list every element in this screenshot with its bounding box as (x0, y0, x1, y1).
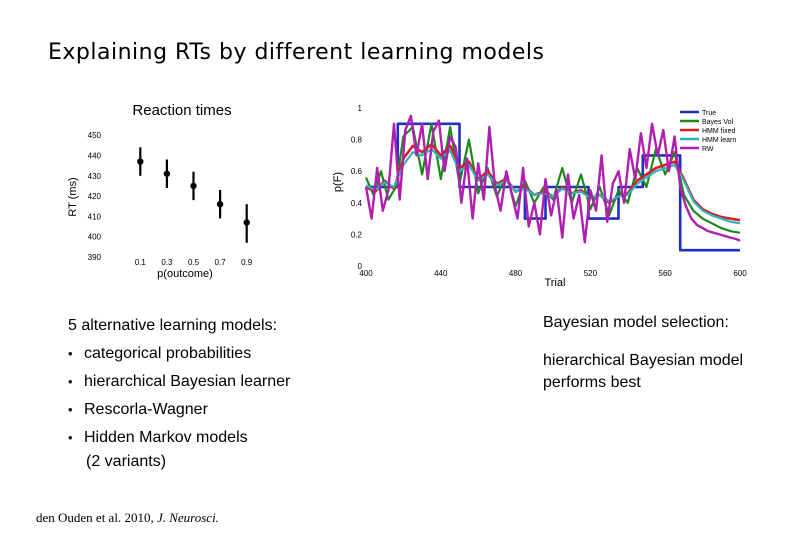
pf-ytick-label: 0.4 (351, 199, 363, 208)
pf-xtick-label: 600 (733, 269, 747, 278)
legend-entry: RW (702, 146, 714, 153)
rt-ytick-label: 400 (88, 233, 102, 242)
rt-data-point (190, 182, 197, 190)
pf-ytick-label: 0.6 (351, 167, 363, 176)
model-selection-block: Bayesian model selection: hierarchical B… (543, 312, 793, 394)
rt-xtick-label: 0.9 (241, 258, 253, 267)
rt-ytick-label: 420 (88, 192, 102, 201)
pf-ytick-label: 1 (358, 104, 363, 113)
citation: den Ouden et al. 2010, J. Neurosci. (36, 510, 219, 526)
slide-title: Explaining RTs by different learning mod… (48, 40, 545, 65)
rt-ytick-label: 410 (88, 212, 102, 221)
rt-ytick-label: 390 (88, 253, 102, 262)
legend-entry: Bayes Vol (702, 119, 734, 126)
list-item-text: Rescorla-Wagner (84, 401, 208, 418)
rt-xtick-label: 0.3 (161, 258, 173, 267)
rt-ytick-label: 430 (88, 172, 102, 181)
pf-ytick-label: 0.8 (351, 136, 363, 145)
pf-ytick-label: 0.2 (351, 230, 363, 239)
pf-xtick-label: 520 (584, 269, 598, 278)
list-item-text: Hidden Markov models (84, 429, 248, 446)
rt-xlabel: p(outcome) (157, 268, 213, 280)
rt-data-point (137, 158, 144, 165)
pf-xtick-label: 560 (659, 269, 673, 278)
rt-xtick-label: 0.1 (135, 258, 147, 267)
rt-xtick-label: 0.7 (215, 258, 227, 267)
rt-data-point (216, 201, 224, 208)
rt-data-point (163, 170, 171, 177)
pf-ytick-label: 0 (358, 262, 363, 271)
list-item-text: hierarchical Bayesian learner (84, 373, 291, 390)
list-item-subtext: (2 variants) (86, 453, 167, 470)
legend-entry: HMM learn (702, 137, 736, 144)
rt-ytick-label: 450 (88, 131, 102, 140)
model-list-heading: 5 alternative learning models: (68, 317, 278, 334)
rt-ytick-label: 440 (88, 151, 102, 160)
model-list-items: categorical probabilities hierarchical B… (68, 340, 290, 472)
pf-xtick-label: 440 (434, 269, 448, 278)
rt-ylabel: RT (ms) (67, 177, 79, 216)
list-item: categorical probabilities (68, 340, 290, 368)
legend-entry: HMM fixed (702, 128, 736, 135)
list-item: Rescorla-Wagner (68, 396, 290, 424)
model-predictions-chart: p(F) Trial 0 0.2 0.4 0.6 0.8 1 400 440 480 520 560… (332, 104, 747, 289)
series-line-rw (364, 114, 741, 244)
list-item: Hidden Markov models (2 variants) (68, 424, 290, 472)
model-selection-heading: Bayesian model selection: (543, 314, 729, 331)
pf-xlabel: Trial (545, 277, 566, 289)
rt-chart-title: Reaction times (132, 102, 231, 119)
pf-ylabel: p(F) (332, 172, 344, 192)
pf-xtick-label: 400 (359, 269, 373, 278)
rt-data-point (243, 219, 250, 226)
list-item-text: categorical probabilities (84, 345, 252, 362)
rt-xtick-label: 0.5 (188, 258, 200, 267)
citation-journal: J. Neurosci. (156, 510, 219, 525)
reaction-time-chart: Reaction times RT (ms) p(outcome) 390 400… (67, 102, 253, 280)
pf-xtick-label: 480 (509, 269, 523, 278)
citation-authors: den Ouden et al. 2010, (36, 510, 157, 525)
series-line-true (366, 122, 740, 252)
model-selection-result: hierarchical Bayesian model performs bes… (543, 352, 744, 391)
list-item: hierarchical Bayesian learner (68, 368, 290, 396)
legend-entry: True (702, 110, 716, 117)
model-list: 5 alternative learning models: categoric… (68, 312, 290, 472)
